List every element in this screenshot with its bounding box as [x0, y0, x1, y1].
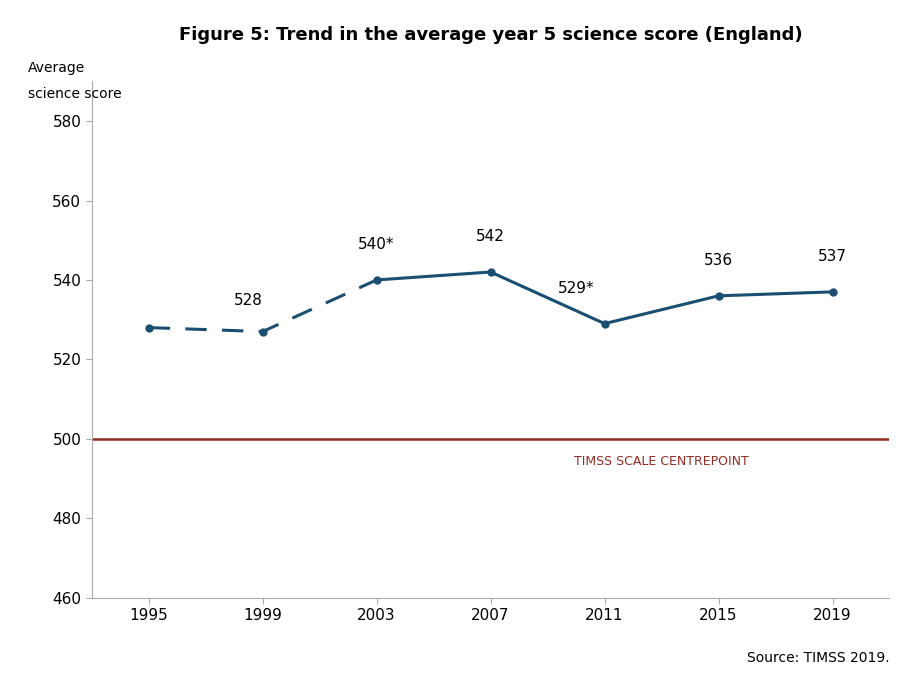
Text: 529*: 529*	[558, 281, 594, 296]
Text: 528: 528	[234, 293, 263, 308]
Text: 537: 537	[818, 249, 847, 264]
Text: 540*: 540*	[359, 237, 395, 252]
Text: Average: Average	[28, 61, 85, 75]
Text: 542: 542	[476, 230, 505, 244]
Text: science score: science score	[28, 87, 121, 100]
Text: 536: 536	[704, 253, 733, 268]
Text: Source: TIMSS 2019.: Source: TIMSS 2019.	[746, 651, 889, 665]
Title: Figure 5: Trend in the average year 5 science score (England): Figure 5: Trend in the average year 5 sc…	[179, 26, 802, 44]
Text: TIMSS SCALE CENTREPOINT: TIMSS SCALE CENTREPOINT	[574, 455, 749, 468]
